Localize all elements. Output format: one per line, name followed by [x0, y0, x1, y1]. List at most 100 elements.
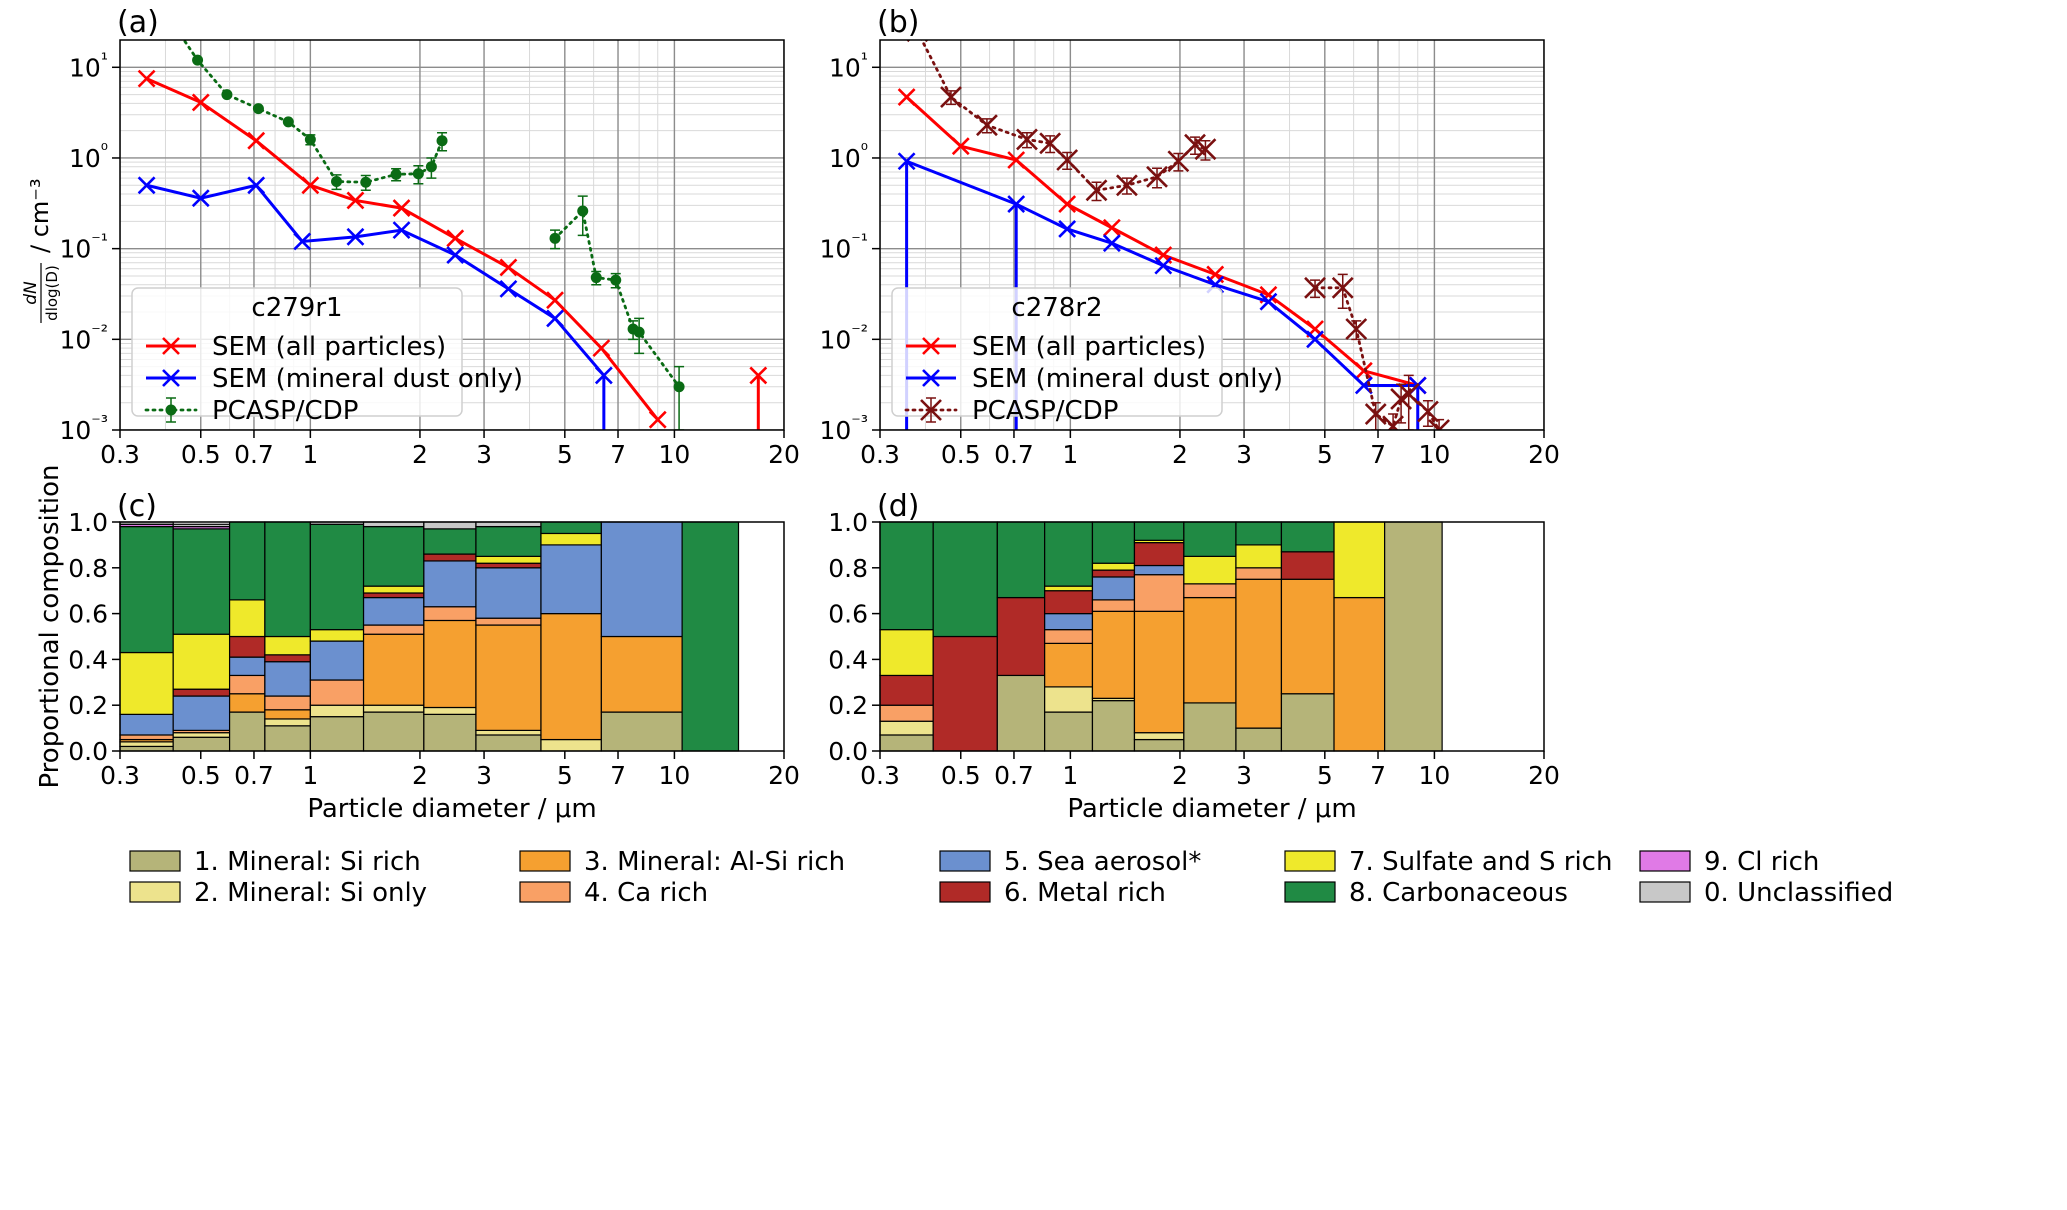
y-tick-base: 10 — [829, 53, 861, 82]
bar-segment — [228, 599, 266, 638]
bar-segment — [1044, 686, 1094, 713]
y-label-units: / cm⁻³ — [26, 178, 54, 253]
x-tick-label: 10 — [1419, 761, 1451, 790]
legend-entry: SEM (mineral dust only) — [212, 364, 523, 394]
bar-segment — [1091, 610, 1136, 699]
data-point — [392, 199, 411, 218]
legend-entry: 1. Mineral: Si rich — [194, 847, 421, 877]
y-tick-exponent: ¹ — [861, 49, 868, 70]
error-bar — [1403, 374, 1414, 430]
x-tick-label: 0.3 — [860, 761, 900, 790]
panel-c-stacked-bar-chart: 0.0 0.2 0.4 0.6 0.8 1.0 0.3 0.5 0.7 1 2 3 5 7 10 20 (c) P… — [35, 464, 800, 824]
bar-segment — [1235, 544, 1283, 569]
y-tick-base: 10 — [69, 53, 101, 82]
bar-segment — [475, 562, 542, 569]
x-tick-label: 2 — [412, 761, 428, 790]
bar-segment — [172, 523, 231, 528]
plot-area — [137, 40, 768, 430]
legend-marker — [162, 337, 180, 355]
legend-entry: 6. Metal rich — [1004, 878, 1166, 908]
x-tick-label: 10 — [659, 440, 691, 469]
y-tick-label: 10⁻¹ — [59, 231, 108, 264]
x-tick-label: 7 — [1370, 440, 1386, 469]
bar-segment — [264, 521, 311, 638]
data-point — [1154, 256, 1173, 275]
legend-entry: 0. Unclassified — [1704, 878, 1893, 908]
bar-segment — [228, 656, 266, 677]
data-point — [425, 161, 437, 173]
data-point — [749, 366, 768, 385]
data-point — [282, 116, 294, 128]
data-point — [546, 291, 564, 310]
data-point — [1364, 403, 1387, 425]
bar-segment — [423, 553, 477, 562]
y-tick-label: 10¹ — [69, 49, 108, 82]
legend-entry: 7. Sulfate and S rich — [1349, 847, 1612, 877]
y-tick-label: 0.0 — [828, 737, 868, 766]
y-tick-label: 0.6 — [828, 600, 868, 629]
bar-segment — [996, 674, 1046, 752]
bar-segment — [228, 693, 266, 713]
bar-segment — [423, 619, 477, 709]
panel-label: (a) — [117, 5, 159, 40]
y-tick-label: 0.6 — [68, 600, 108, 629]
data-point — [252, 103, 264, 115]
bar-segment — [1183, 555, 1237, 585]
legend-swatch — [129, 881, 181, 903]
panel-d-stacked-bar-chart: 0.0 0.2 0.4 0.6 0.8 1.0 0.3 0.5 0.7 1 2 3 5 7 10 20 (d) P… — [828, 489, 1560, 824]
data-point — [293, 232, 312, 251]
panel-label: (d) — [877, 489, 919, 524]
bar-segment — [681, 521, 740, 752]
y-tick-exponent: ⁻¹ — [851, 231, 868, 252]
data-point — [951, 137, 970, 156]
y-tick-label: 0.4 — [828, 645, 868, 674]
bar-segment — [362, 592, 425, 599]
bar-segment — [309, 704, 365, 718]
data-point — [592, 339, 611, 358]
bar-segment — [309, 716, 365, 752]
bar-segment — [264, 661, 311, 697]
bar-segment — [600, 711, 683, 752]
bar-segment — [932, 635, 998, 752]
error-bar — [1370, 401, 1381, 430]
bar-segment — [1044, 585, 1094, 592]
bar-segment — [475, 525, 542, 557]
y-tick-base: 10 — [69, 144, 101, 173]
bar-segment — [172, 528, 231, 635]
bar-segment — [1091, 576, 1136, 601]
bar-segment — [996, 596, 1046, 677]
bar-segment — [1133, 732, 1185, 741]
data-point — [1259, 292, 1278, 311]
bar-segment — [1235, 727, 1283, 752]
x-tick-label: 10 — [1419, 440, 1451, 469]
bar-segment — [172, 688, 231, 697]
x-tick-label: 20 — [768, 440, 800, 469]
y-label-denominator: dlog(D) — [43, 265, 61, 321]
bar-segment — [423, 706, 477, 715]
data-point — [301, 176, 320, 195]
bar-segment — [1091, 562, 1136, 571]
bar-segment — [309, 640, 365, 681]
data-point — [247, 131, 266, 150]
y-tick-label: 0.4 — [68, 645, 108, 674]
x-tick-label: 3 — [476, 440, 492, 469]
data-point — [549, 232, 561, 244]
data-point — [1345, 318, 1368, 340]
data-point — [546, 309, 564, 328]
data-point — [1102, 234, 1121, 253]
error-bar — [1422, 400, 1433, 427]
data-point — [648, 410, 667, 429]
legend-entry: 5. Sea aerosol* — [1004, 847, 1201, 877]
bar-segment — [1133, 542, 1185, 567]
bar-segment — [228, 521, 266, 601]
bar-segment — [1183, 521, 1237, 557]
x-tick-label: 3 — [476, 761, 492, 790]
bar-segment — [1091, 700, 1136, 752]
data-point — [1146, 165, 1168, 188]
bar-segment — [1044, 642, 1094, 688]
bar-segment — [1280, 551, 1335, 580]
data-point — [1115, 174, 1138, 197]
data-point — [590, 272, 602, 284]
legend-entry: 3. Mineral: Al-Si rich — [584, 847, 845, 877]
y-tick-label: 1.0 — [68, 508, 108, 537]
